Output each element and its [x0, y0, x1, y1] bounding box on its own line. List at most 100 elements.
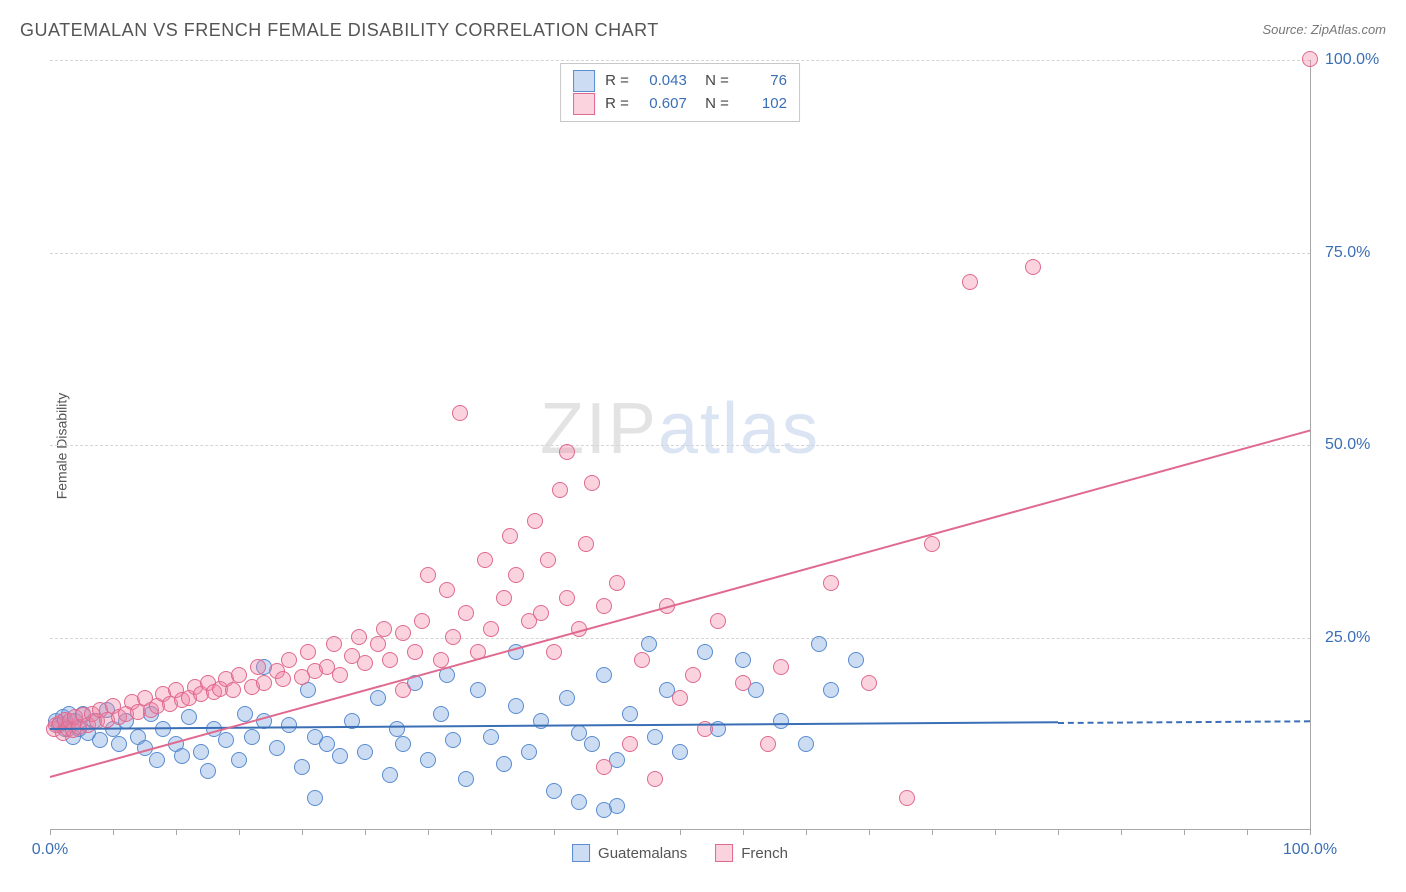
x-tick-mark: [1310, 829, 1311, 835]
scatter-point: [760, 736, 776, 752]
scatter-point: [357, 655, 373, 671]
stats-legend-row: R =0.607 N =102: [573, 93, 787, 116]
scatter-point: [414, 613, 430, 629]
scatter-point: [269, 740, 285, 756]
scatter-point: [622, 706, 638, 722]
legend-item: French: [715, 844, 788, 862]
scatter-point: [559, 690, 575, 706]
scatter-point: [552, 482, 568, 498]
scatter-point: [281, 717, 297, 733]
scatter-point: [508, 698, 524, 714]
watermark-zip: ZIP: [540, 389, 658, 469]
series-legend: Guatemalans French: [572, 844, 788, 862]
scatter-point: [225, 682, 241, 698]
x-tick-mark: [806, 829, 807, 835]
scatter-point: [823, 682, 839, 698]
y-tick-label: 25.0%: [1325, 629, 1395, 647]
scatter-point: [798, 736, 814, 752]
scatter-point: [962, 274, 978, 290]
x-tick-mark: [932, 829, 933, 835]
scatter-point: [1302, 51, 1318, 67]
scatter-point: [596, 759, 612, 775]
scatter-point: [370, 636, 386, 652]
x-tick-mark: [302, 829, 303, 835]
scatter-point: [533, 713, 549, 729]
scatter-point: [174, 748, 190, 764]
scatter-point: [546, 783, 562, 799]
scatter-point: [395, 736, 411, 752]
scatter-point: [244, 729, 260, 745]
scatter-point: [452, 405, 468, 421]
n-label: N =: [697, 70, 729, 93]
scatter-point: [420, 567, 436, 583]
scatter-point: [111, 736, 127, 752]
x-tick-label: 0.0%: [32, 841, 68, 859]
n-value: 102: [739, 93, 787, 116]
scatter-point: [376, 621, 392, 637]
scatter-point: [407, 644, 423, 660]
scatter-point: [685, 667, 701, 683]
scatter-point: [848, 652, 864, 668]
n-label: N =: [697, 93, 729, 116]
watermark-atlas: atlas: [658, 389, 820, 469]
scatter-point: [389, 721, 405, 737]
scatter-point: [483, 621, 499, 637]
scatter-point: [710, 613, 726, 629]
scatter-point: [382, 652, 398, 668]
scatter-point: [578, 536, 594, 552]
legend-label: Guatemalans: [598, 845, 687, 862]
scatter-point: [237, 706, 253, 722]
x-tick-mark: [239, 829, 240, 835]
scatter-point: [540, 552, 556, 568]
scatter-point: [527, 513, 543, 529]
gridline: [50, 638, 1310, 639]
r-value: 0.043: [639, 70, 687, 93]
x-tick-mark: [1121, 829, 1122, 835]
scatter-point: [420, 752, 436, 768]
r-value: 0.607: [639, 93, 687, 116]
trend-line: [1058, 720, 1310, 724]
legend-label: French: [741, 845, 788, 862]
scatter-point: [647, 771, 663, 787]
legend-swatch: [572, 844, 590, 862]
x-tick-mark: [365, 829, 366, 835]
legend-swatch: [573, 93, 595, 115]
scatter-point: [370, 690, 386, 706]
scatter-point: [672, 690, 688, 706]
scatter-plot: ZIPatlas R =0.043 N =76R =0.607 N =102 G…: [50, 60, 1310, 830]
x-tick-mark: [1184, 829, 1185, 835]
scatter-point: [647, 729, 663, 745]
scatter-point: [596, 598, 612, 614]
x-tick-mark: [50, 829, 51, 835]
gridline: [50, 253, 1310, 254]
trend-line: [50, 722, 1058, 731]
scatter-point: [924, 536, 940, 552]
scatter-point: [332, 667, 348, 683]
scatter-point: [250, 659, 266, 675]
x-tick-label: 100.0%: [1283, 841, 1337, 859]
watermark: ZIPatlas: [540, 388, 820, 470]
scatter-point: [811, 636, 827, 652]
scatter-point: [1025, 259, 1041, 275]
legend-swatch: [715, 844, 733, 862]
scatter-point: [200, 763, 216, 779]
scatter-point: [256, 675, 272, 691]
scatter-point: [609, 575, 625, 591]
x-tick-mark: [617, 829, 618, 835]
n-value: 76: [739, 70, 787, 93]
scatter-point: [294, 759, 310, 775]
scatter-point: [521, 744, 537, 760]
scatter-point: [326, 636, 342, 652]
scatter-point: [641, 636, 657, 652]
stats-legend: R =0.043 N =76R =0.607 N =102: [560, 63, 800, 122]
x-tick-mark: [680, 829, 681, 835]
legend-item: Guatemalans: [572, 844, 687, 862]
scatter-point: [697, 644, 713, 660]
scatter-point: [433, 652, 449, 668]
x-tick-mark: [491, 829, 492, 835]
x-tick-mark: [113, 829, 114, 835]
scatter-point: [433, 706, 449, 722]
chart-title: GUATEMALAN VS FRENCH FEMALE DISABILITY C…: [20, 20, 659, 41]
x-tick-mark: [995, 829, 996, 835]
scatter-point: [559, 590, 575, 606]
